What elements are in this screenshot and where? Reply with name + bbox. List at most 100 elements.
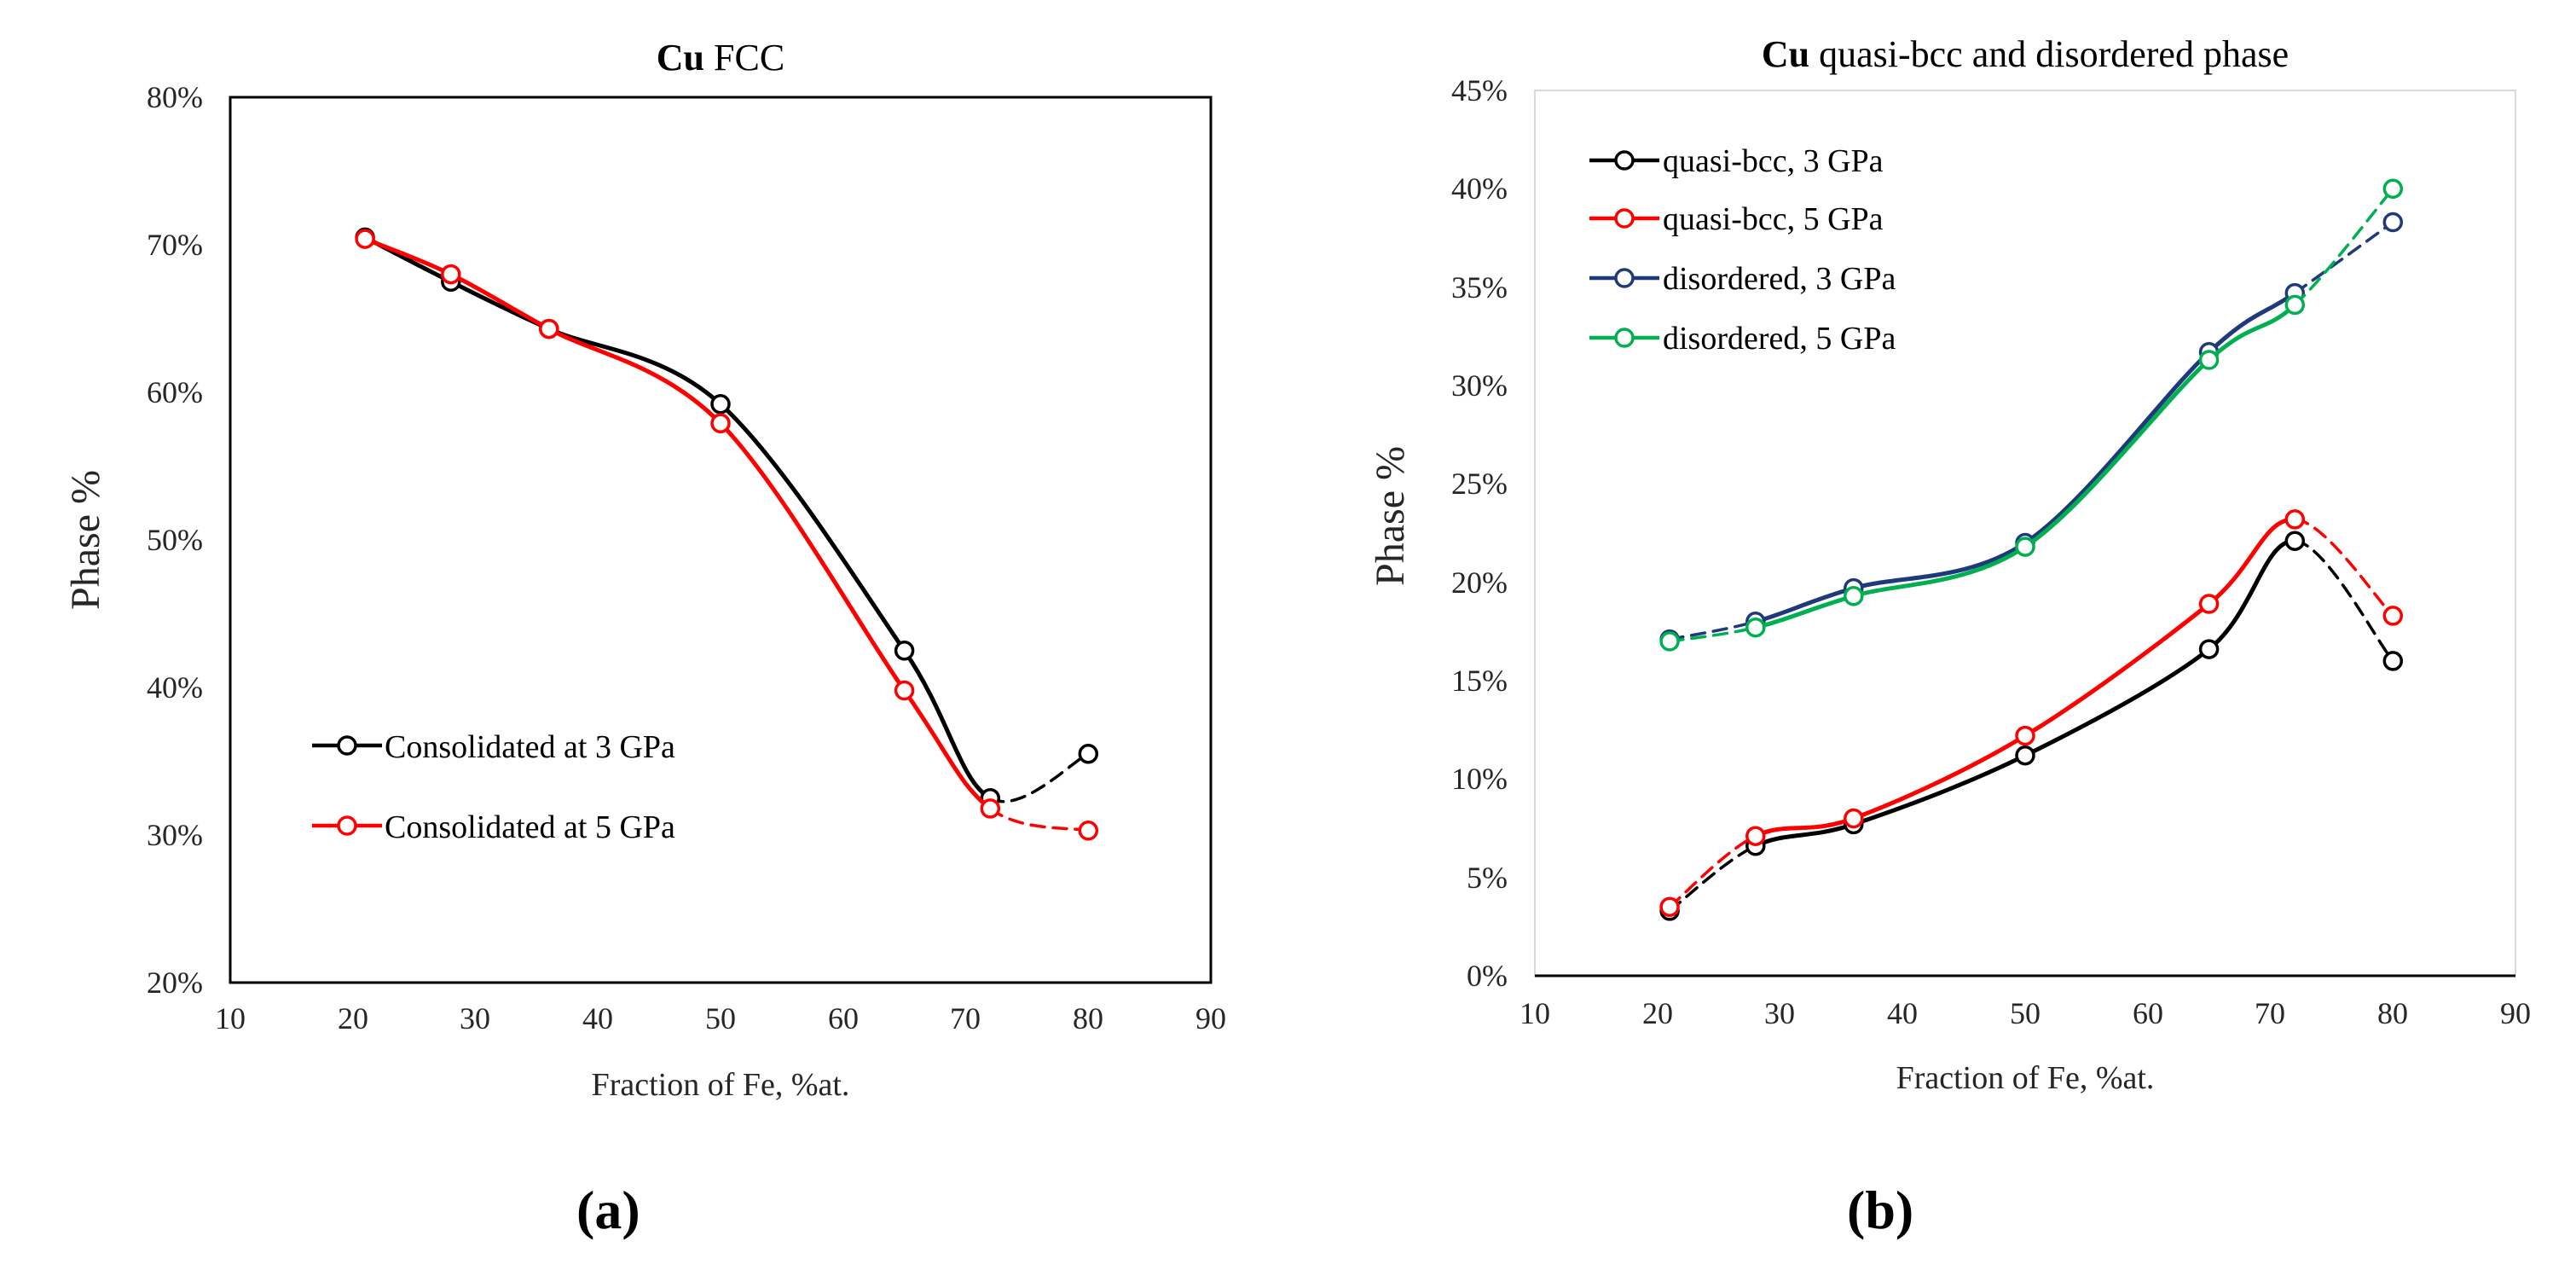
y-tick-label: 25% xyxy=(1451,467,1508,501)
chart-b-legend: quasi-bcc, 3 GPa quasi-bcc, 5 GPa disord… xyxy=(1589,143,1896,357)
chart-a: Cu FCC 20% 30% 40% 50% 60% 70% 80% 10 20… xyxy=(63,37,1226,1240)
data-point-marker xyxy=(1659,896,1680,918)
series-line-segment xyxy=(2293,187,2395,307)
data-point-marker xyxy=(894,680,915,701)
y-tick-label: 35% xyxy=(1451,270,1508,304)
x-tick-label: 60 xyxy=(828,1001,859,1035)
series-line-segment xyxy=(902,688,993,811)
legend-label: quasi-bcc, 3 GPa xyxy=(1663,143,1884,179)
series-line-segment xyxy=(2207,291,2297,355)
legend-marker xyxy=(1614,150,1635,171)
chart-b-y-axis-title: Phase % xyxy=(1368,446,1413,586)
series-line-segment xyxy=(449,272,552,332)
data-point-marker xyxy=(1659,631,1680,652)
chart-b-x-ticks: 10 20 30 40 50 60 70 80 90 xyxy=(1520,996,2531,1030)
x-tick-label: 40 xyxy=(1887,996,1918,1030)
chart-b-x-axis-title: Fraction of Fe, %at. xyxy=(1896,1060,2155,1096)
x-tick-label: 30 xyxy=(1764,996,1795,1030)
x-tick-label: 20 xyxy=(1642,996,1673,1030)
series-line-segment xyxy=(902,648,993,801)
data-point-marker xyxy=(1078,744,1099,764)
y-tick-label: 70% xyxy=(147,228,203,262)
chart-a-y-ticks: 20% 30% 40% 50% 60% 70% 80% xyxy=(147,80,203,1000)
y-tick-label: 30% xyxy=(1451,368,1508,403)
series-line-segment xyxy=(1851,753,2028,826)
series-line-segment xyxy=(2023,357,2212,549)
data-point-marker xyxy=(355,229,375,249)
y-tick-label: 40% xyxy=(1451,171,1508,206)
x-tick-label: 40 xyxy=(582,1001,613,1035)
chart-a-x-ticks: 10 20 30 40 50 60 70 80 90 xyxy=(215,1001,1226,1035)
data-point-marker xyxy=(2284,294,2306,316)
y-tick-label: 20% xyxy=(1451,566,1508,600)
x-tick-label: 70 xyxy=(2255,996,2285,1030)
y-tick-label: 15% xyxy=(1451,664,1508,698)
x-tick-label: 50 xyxy=(2010,996,2041,1030)
series-line-segment xyxy=(2207,538,2297,652)
legend-marker xyxy=(337,815,357,836)
legend-marker xyxy=(1614,328,1635,348)
chart-a-y-axis-title: Phase % xyxy=(63,470,108,610)
chart-a-legend: Consolidated at 3 GPa Consolidated at 5 … xyxy=(312,729,675,845)
legend-label: disordered, 5 GPa xyxy=(1663,321,1896,357)
data-point-marker xyxy=(2382,651,2404,671)
chart-a-series xyxy=(355,227,1099,841)
x-tick-label: 60 xyxy=(2133,996,2163,1030)
data-point-marker xyxy=(1745,826,1766,846)
data-point-marker xyxy=(2015,536,2035,557)
x-tick-label: 30 xyxy=(460,1001,490,1035)
series-line-segment xyxy=(1753,594,1856,630)
chart-b-series xyxy=(1659,178,2404,921)
data-point-marker xyxy=(1078,821,1099,841)
y-tick-label: 45% xyxy=(1451,73,1508,107)
y-tick-label: 80% xyxy=(147,80,203,114)
series-line-segment xyxy=(1851,544,2028,599)
x-tick-label: 10 xyxy=(1520,996,1550,1030)
data-point-marker xyxy=(710,413,731,434)
x-tick-label: 50 xyxy=(705,1001,736,1035)
legend-label: disordered, 3 GPa xyxy=(1663,261,1896,297)
data-point-marker xyxy=(1844,808,1864,829)
data-point-marker xyxy=(1844,586,1864,606)
series-line-segment xyxy=(718,402,907,653)
data-point-marker xyxy=(2198,639,2220,659)
series-line-segment xyxy=(1753,816,1856,838)
data-point-marker xyxy=(441,264,461,285)
x-tick-label: 90 xyxy=(1195,1001,1226,1035)
x-tick-label: 80 xyxy=(1073,1001,1103,1035)
series-line-segment xyxy=(2023,601,2212,739)
data-point-marker xyxy=(2382,212,2404,233)
x-tick-label: 20 xyxy=(338,1001,368,1035)
legend-marker xyxy=(337,735,357,756)
data-point-marker xyxy=(2382,178,2404,200)
chart-a-title: Cu FCC xyxy=(657,37,784,78)
data-point-marker xyxy=(2015,745,2035,766)
x-tick-label: 70 xyxy=(950,1001,981,1035)
data-point-marker xyxy=(2284,531,2306,551)
data-point-marker xyxy=(1745,617,1766,638)
y-tick-label: 30% xyxy=(147,818,203,852)
data-point-marker xyxy=(539,318,559,339)
x-tick-label: 10 xyxy=(215,1001,246,1035)
chart-a-plot-area xyxy=(229,96,1213,984)
series-line-segment xyxy=(2293,518,2395,618)
series-line-segment xyxy=(2207,302,2297,362)
legend-marker xyxy=(1614,208,1635,229)
series-line-segment xyxy=(1851,541,2028,591)
legend-label: quasi-bcc, 5 GPa xyxy=(1663,201,1884,237)
x-tick-label: 80 xyxy=(2377,996,2408,1030)
data-point-marker xyxy=(894,641,915,661)
series-line-segment xyxy=(2293,539,2395,663)
y-tick-label: 50% xyxy=(147,523,203,557)
legend-label: Consolidated at 3 GPa xyxy=(385,729,675,765)
y-tick-label: 20% xyxy=(147,966,203,1000)
series-line-segment xyxy=(718,420,907,693)
series-line-segment xyxy=(547,327,723,426)
chart-b: Cu quasi-bcc and disordered phase 0% 5% … xyxy=(1368,33,2531,1240)
legend-label: Consolidated at 5 GPa xyxy=(385,809,675,845)
series-line-segment xyxy=(1753,586,1856,624)
x-tick-label: 90 xyxy=(2500,996,2531,1030)
series-line-segment xyxy=(1753,821,1856,849)
legend-marker xyxy=(1614,268,1635,288)
